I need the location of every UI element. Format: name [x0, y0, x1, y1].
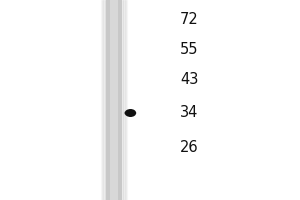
Ellipse shape	[124, 111, 130, 115]
Bar	[106, 0, 122, 200]
Text: 55: 55	[180, 43, 199, 58]
Ellipse shape	[125, 109, 136, 117]
Text: 72: 72	[180, 12, 199, 27]
Text: 34: 34	[180, 105, 198, 120]
Text: 26: 26	[180, 140, 199, 156]
Text: 43: 43	[180, 72, 198, 88]
Bar	[110, 0, 118, 200]
